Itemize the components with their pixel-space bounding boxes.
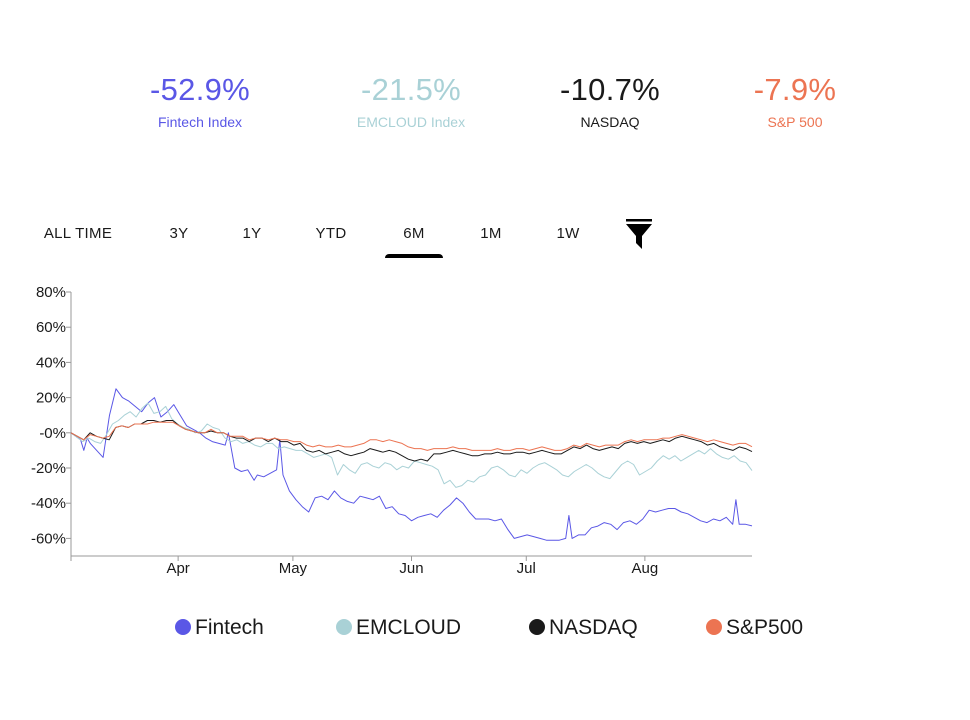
y-tick-label: -40% [31,495,66,512]
x-tick-label: Jun [399,560,423,577]
series-line-nasdaq [70,420,753,462]
stat-emcloud: -21.5% EMCLOUD Index [311,70,511,132]
legend-dot-fintech [175,619,191,635]
x-tick-label: May [279,560,308,577]
stat-fintech-label: Fintech Index [157,114,243,130]
filter-button[interactable] [624,218,654,252]
legend-dot-sp500 [706,619,722,635]
range-1m[interactable]: 1M [480,225,502,242]
filter-icon [626,219,652,249]
range-3y[interactable]: 3Y [169,225,189,242]
legend-label-fintech: Fintech [195,616,264,639]
stat-nasdaq: -10.7% NASDAQ [510,70,710,132]
stat-nasdaq-label: NASDAQ [580,114,640,130]
stat-emcloud-label: EMCLOUD Index [356,114,466,130]
legend-item-nasdaq[interactable]: NASDAQ [529,612,638,644]
y-tick-label: 20% [36,390,66,407]
time-range-selector: ALL TIME 3Y 1Y YTD 6M 1M 1W [0,218,970,258]
range-ytd[interactable]: YTD [315,225,347,242]
series-line-fintech [70,388,753,541]
performance-summary: -52.9% Fintech Index -21.5% EMCLOUD Inde… [0,70,970,140]
y-tick-label: -60% [31,530,66,547]
performance-line-chart: 80% 60% 40% 20% -0% -20% -40% -60% Apr May Jun Jul… [31,284,753,577]
x-tick-label: Jul [517,560,536,577]
y-axis: 80% 60% 40% 20% -0% -20% -40% -60% [31,284,72,556]
range-6m[interactable]: 6M [389,224,439,252]
y-tick-label: 80% [36,284,66,301]
range-1w[interactable]: 1W [556,225,580,242]
stat-fintech: -52.9% Fintech Index [100,70,300,132]
chart-legend: Fintech EMCLOUD NASDAQ S&P500 [0,612,970,644]
x-tick-label: Apr [166,560,189,577]
legend-dot-emcloud [336,619,352,635]
y-tick-label: 40% [36,354,66,371]
legend-label-emcloud: EMCLOUD [356,616,462,639]
y-tick-label: 60% [36,319,66,336]
series-lines [70,388,753,541]
y-tick-label: -20% [31,460,66,477]
range-1y[interactable]: 1Y [242,225,262,242]
x-tick-label: Aug [632,560,659,577]
legend-item-fintech[interactable]: Fintech [175,612,264,644]
stat-fintech-value: -52.9% [149,72,251,107]
legend-item-emcloud[interactable]: EMCLOUD [336,612,461,644]
x-axis: Apr May Jun Jul Aug [70,555,752,577]
y-tick-label: -0% [39,425,66,442]
range-all-time[interactable]: ALL TIME [43,225,113,242]
series-line-sp500 [70,421,753,451]
legend-item-sp500[interactable]: S&P500 [706,612,803,644]
legend-label-nasdaq: NASDAQ [549,616,638,639]
stat-sp500: -7.9% S&P 500 [695,70,895,132]
stat-emcloud-value: -21.5% [360,72,462,107]
legend-label-sp500: S&P500 [726,616,804,639]
legend-dot-nasdaq [529,619,545,635]
series-line-emcloud [70,402,753,488]
stat-nasdaq-value: -10.7% [559,72,661,107]
stat-sp500-value: -7.9% [753,72,837,107]
stat-sp500-label: S&P 500 [767,114,823,130]
